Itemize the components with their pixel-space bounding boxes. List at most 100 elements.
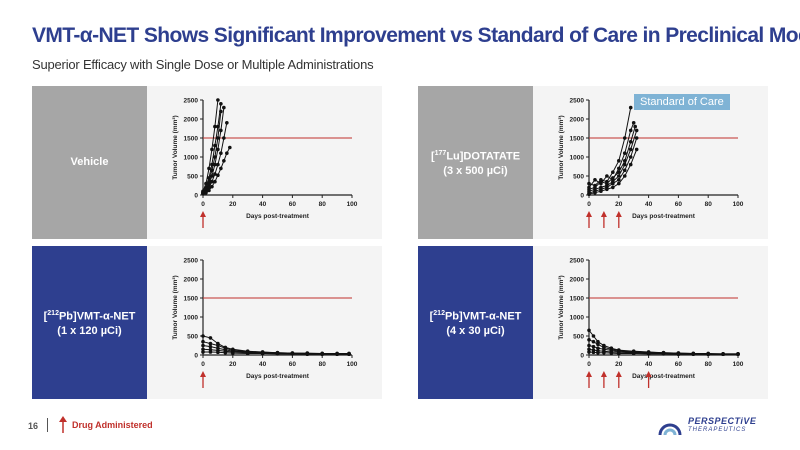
data-point xyxy=(228,145,232,150)
y-tick-label: 1500 xyxy=(184,296,199,303)
x-tick-label: 100 xyxy=(347,361,358,368)
data-point xyxy=(617,351,621,356)
data-point xyxy=(634,147,639,152)
dose-arrow-icon xyxy=(586,211,592,217)
data-point xyxy=(275,352,280,356)
x-tick-label: 80 xyxy=(319,201,327,208)
x-tick-label: 0 xyxy=(587,361,591,368)
y-tick-label: 2500 xyxy=(184,258,199,265)
dose-arrow-icon xyxy=(200,371,206,377)
y-tick-label: 1000 xyxy=(570,315,585,322)
y-tick-label: 500 xyxy=(187,334,198,341)
data-point xyxy=(231,351,235,355)
data-point xyxy=(219,102,223,106)
data-point xyxy=(210,184,214,189)
footer-divider xyxy=(47,418,48,432)
data-point xyxy=(201,350,205,354)
data-point xyxy=(622,162,627,167)
dose-arrow-icon xyxy=(600,211,607,217)
data-point xyxy=(617,178,621,182)
data-point xyxy=(213,162,217,167)
x-tick-label: 20 xyxy=(229,201,237,208)
data-point xyxy=(617,166,621,171)
group-label-pb-vmt-multi: [212Pb]VMT-α-NET (4 x 30 µCi) xyxy=(418,246,533,399)
data-point xyxy=(599,189,603,193)
data-point xyxy=(201,192,205,196)
tumor-volume-chart: 0 500 1000 1500 2000 2500 0 20 40 60 80 100 Days pos… xyxy=(172,98,358,228)
data-point xyxy=(631,121,636,125)
group-label-vehicle: Vehicle xyxy=(32,86,147,239)
data-point xyxy=(213,179,217,184)
data-point xyxy=(593,178,597,182)
drug-administered-arrow-icon xyxy=(59,416,67,433)
data-point xyxy=(596,346,600,350)
y-tick-label: 500 xyxy=(573,334,584,341)
y-tick-label: 2000 xyxy=(184,277,199,284)
data-point xyxy=(617,181,621,186)
data-point xyxy=(219,151,223,155)
data-point xyxy=(661,352,666,356)
x-tick-label: 100 xyxy=(347,201,358,208)
data-point xyxy=(213,143,217,148)
data-point xyxy=(611,181,615,186)
logo-name: PERSPECTiVE xyxy=(688,416,757,426)
x-tick-label: 60 xyxy=(675,201,683,208)
data-point xyxy=(222,105,226,110)
data-point xyxy=(210,147,214,152)
tumor-volume-chart: 0 500 1000 1500 2000 2500 0 20 40 60 80 100 Days pos… xyxy=(558,258,744,388)
group-label-line1: Vehicle xyxy=(70,156,109,168)
y-tick-label: 1000 xyxy=(570,155,585,162)
data-point xyxy=(305,352,310,357)
data-point xyxy=(593,190,597,195)
y-tick-label: 0 xyxy=(580,353,584,360)
chart-panel-pb-vmt-single: 0 500 1000 1500 2000 2500 0 20 40 60 80 100 Days pos… xyxy=(147,246,382,399)
data-point xyxy=(223,350,228,355)
data-point xyxy=(617,159,621,163)
y-tick-label: 500 xyxy=(573,174,584,181)
data-point xyxy=(208,350,213,354)
data-point xyxy=(225,121,229,125)
data-point xyxy=(602,350,606,355)
data-point xyxy=(587,338,591,342)
data-point xyxy=(587,350,591,354)
data-point xyxy=(245,351,250,356)
data-point xyxy=(622,136,627,140)
dose-arrow-icon xyxy=(200,211,206,217)
data-point xyxy=(596,350,600,355)
y-tick-label: 2500 xyxy=(570,98,585,105)
perspective-logo-icon xyxy=(658,423,682,436)
y-tick-label: 0 xyxy=(580,193,584,200)
data-point xyxy=(210,174,214,178)
y-tick-label: 1500 xyxy=(570,136,585,143)
data-point xyxy=(587,181,591,186)
x-tick-label: 80 xyxy=(319,361,327,368)
data-point xyxy=(611,170,615,174)
page-number: 16 xyxy=(28,421,39,431)
data-point xyxy=(210,179,214,184)
y-tick-label: 2000 xyxy=(570,117,585,124)
data-point xyxy=(222,136,226,140)
y-tick-label: 1500 xyxy=(570,296,585,303)
page-title: VMT-α-NET Shows Significant Improvement … xyxy=(32,24,800,47)
data-point xyxy=(320,352,324,357)
data-point xyxy=(628,128,633,133)
data-point xyxy=(591,344,596,349)
data-point xyxy=(208,341,213,346)
data-point xyxy=(628,147,633,152)
tumor-volume-chart: 0 500 1000 1500 2000 2500 0 20 40 60 80 100 Days pos… xyxy=(558,98,744,228)
dose-arrow-icon xyxy=(600,371,607,377)
data-point xyxy=(591,350,596,355)
data-point xyxy=(201,339,205,344)
data-point xyxy=(222,159,226,163)
data-point xyxy=(622,151,627,155)
data-point xyxy=(208,344,213,349)
data-point xyxy=(628,155,633,159)
data-point xyxy=(219,166,223,171)
page-subtitle: Superior Efficacy with Single Dose or Mu… xyxy=(32,57,374,72)
data-point xyxy=(216,173,220,178)
x-tick-label: 20 xyxy=(229,361,237,368)
data-point xyxy=(347,352,351,357)
group-label-pb-vmt-single: [212Pb]VMT-α-NET (1 x 120 µCi) xyxy=(32,246,147,399)
series-line xyxy=(202,147,231,195)
y-axis-label: Tumor Volume (mm³) xyxy=(558,275,565,339)
